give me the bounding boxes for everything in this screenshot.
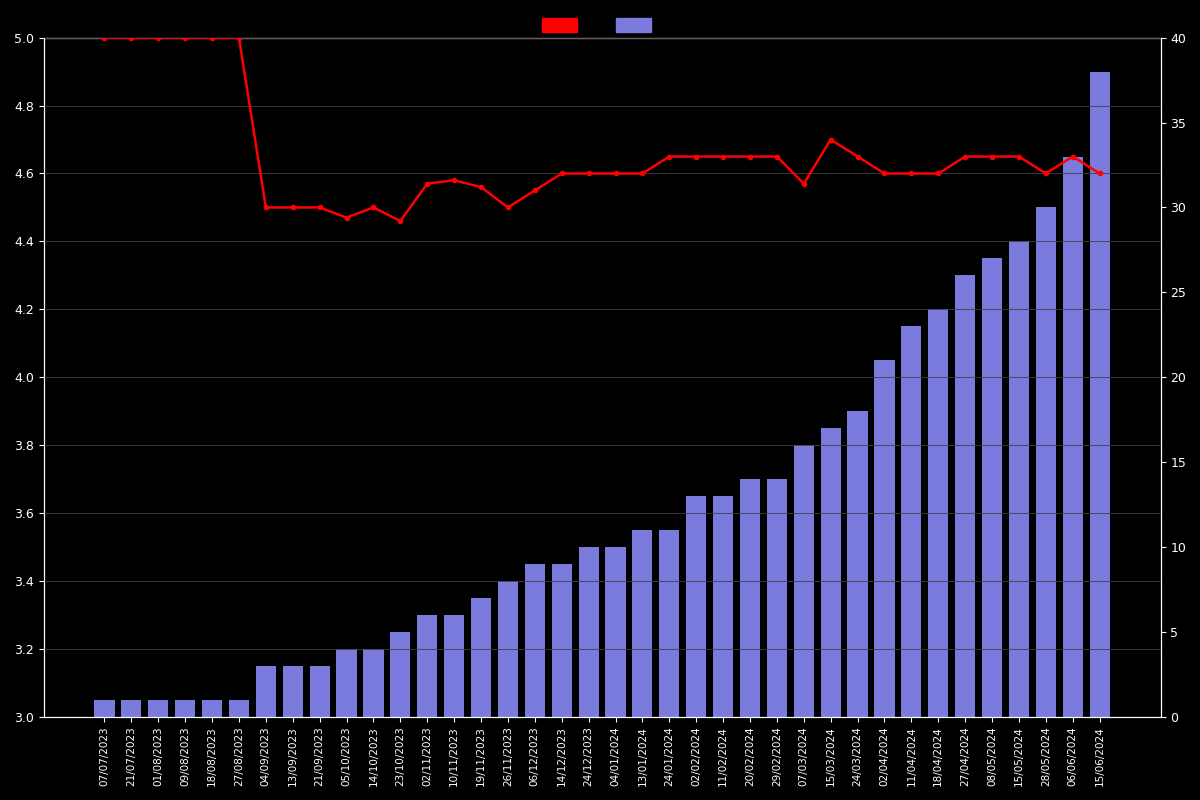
- Bar: [148, 699, 168, 717]
- Bar: [498, 581, 518, 717]
- Bar: [713, 496, 733, 717]
- Bar: [740, 479, 760, 717]
- Bar: [336, 649, 356, 717]
- Bar: [793, 445, 814, 717]
- Bar: [606, 547, 625, 717]
- Bar: [444, 614, 464, 717]
- Bar: [847, 411, 868, 717]
- Bar: [390, 632, 410, 717]
- Bar: [578, 547, 599, 717]
- Bar: [202, 699, 222, 717]
- Bar: [121, 699, 142, 717]
- Bar: [1090, 72, 1110, 717]
- Bar: [470, 598, 491, 717]
- Bar: [686, 496, 707, 717]
- Bar: [821, 428, 841, 717]
- Bar: [928, 310, 948, 717]
- Bar: [175, 699, 196, 717]
- Bar: [1036, 207, 1056, 717]
- Bar: [364, 649, 384, 717]
- Bar: [1009, 242, 1030, 717]
- Bar: [283, 666, 302, 717]
- Bar: [310, 666, 330, 717]
- Bar: [418, 614, 437, 717]
- Legend: , : ,: [535, 10, 668, 39]
- Bar: [767, 479, 787, 717]
- Bar: [552, 564, 572, 717]
- Bar: [95, 699, 114, 717]
- Bar: [982, 258, 1002, 717]
- Bar: [875, 360, 894, 717]
- Bar: [524, 564, 545, 717]
- Bar: [901, 326, 922, 717]
- Bar: [256, 666, 276, 717]
- Bar: [1063, 157, 1082, 717]
- Bar: [955, 275, 976, 717]
- Bar: [659, 530, 679, 717]
- Bar: [632, 530, 653, 717]
- Bar: [229, 699, 250, 717]
